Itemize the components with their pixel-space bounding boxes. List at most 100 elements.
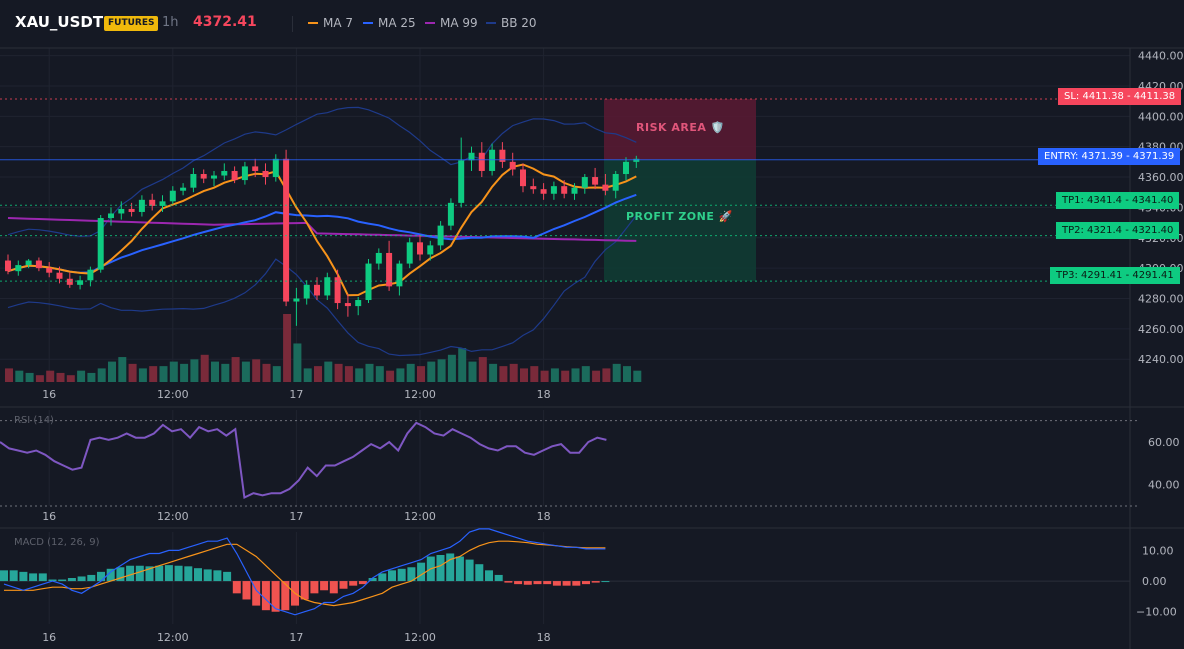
candle-body bbox=[118, 208, 125, 214]
volume-bar bbox=[46, 370, 55, 382]
time-tick-label: 17 bbox=[289, 388, 303, 401]
macd-histogram-bar bbox=[494, 574, 503, 582]
risk-area-zone bbox=[604, 99, 756, 160]
candle-body bbox=[561, 186, 568, 194]
volume-bar bbox=[344, 366, 353, 382]
indicator-bb20-legend[interactable]: BB 20 bbox=[486, 16, 537, 30]
volume-bar bbox=[478, 357, 487, 382]
volume-bar bbox=[66, 375, 75, 382]
volume-bar bbox=[262, 363, 271, 382]
macd-histogram-bar bbox=[533, 581, 542, 585]
candle-body bbox=[35, 260, 42, 269]
macd-histogram-bar bbox=[436, 555, 445, 582]
volume-bar bbox=[561, 370, 570, 382]
volume-bar bbox=[417, 366, 425, 382]
volume-bar bbox=[489, 363, 498, 382]
tp2-level-badge[interactable]: TP2: 4321.4 - 4321.40 bbox=[1056, 222, 1180, 239]
volume-bar bbox=[35, 375, 44, 382]
volume-bar bbox=[180, 363, 189, 382]
candle-body bbox=[375, 252, 382, 264]
macd-histogram-bar bbox=[281, 581, 290, 611]
candle-body bbox=[396, 263, 403, 287]
ma99-swatch-icon bbox=[425, 21, 435, 24]
candle-body bbox=[355, 300, 362, 307]
rsi-tick-label: 40.00 bbox=[1148, 479, 1180, 492]
candle-body bbox=[602, 184, 609, 191]
ma25-line bbox=[7, 193, 637, 274]
indicator-ma25-legend[interactable]: MA 25 bbox=[363, 16, 416, 30]
candle-body bbox=[211, 175, 217, 179]
entry-label: ENTRY: 4371.39 bbox=[1044, 151, 1123, 162]
macd-histogram-bar bbox=[349, 581, 358, 586]
candle-body bbox=[241, 166, 248, 181]
candle-body bbox=[231, 170, 238, 181]
candle-body bbox=[293, 298, 300, 302]
candle-body bbox=[200, 174, 207, 179]
candle-body bbox=[56, 272, 63, 279]
candle-body bbox=[262, 170, 269, 178]
volume-bar bbox=[468, 361, 477, 382]
time-tick-label: 16 bbox=[42, 510, 56, 523]
volume-bar bbox=[149, 366, 158, 382]
volume-bar bbox=[592, 370, 601, 382]
candle-body bbox=[15, 265, 22, 272]
volume-bar bbox=[386, 370, 395, 382]
volume-bar bbox=[623, 366, 631, 382]
volume-bar bbox=[458, 348, 467, 382]
macd-histogram-bar bbox=[67, 578, 76, 582]
tp3-level-badge[interactable]: TP3: 4291.41 - 4291.41 bbox=[1050, 267, 1180, 284]
volume-bar bbox=[437, 359, 446, 382]
macd-histogram-bar bbox=[504, 581, 513, 583]
candlesticks bbox=[5, 137, 640, 326]
indicator-label: BB 20 bbox=[501, 16, 537, 30]
chart-header: XAU_USDT FUTURES 1h 4372.41 MA 7 MA 25 M… bbox=[0, 0, 1184, 46]
entry-axis-value: 4371.39 bbox=[1132, 151, 1175, 162]
volume-bar bbox=[293, 343, 302, 382]
candle-body bbox=[252, 166, 259, 171]
macd-histogram-bar bbox=[164, 565, 173, 582]
candle-body bbox=[108, 213, 114, 219]
tp3-axis-value: 4291.41 bbox=[1132, 270, 1174, 281]
macd-histogram-bar bbox=[368, 578, 377, 582]
sl-level-badge[interactable]: SL: 4411.38 - 4411.38 bbox=[1058, 88, 1182, 105]
macd-histogram-bar bbox=[261, 581, 270, 611]
entry-level-badge[interactable]: ENTRY: 4371.39 - 4371.39 bbox=[1038, 148, 1181, 165]
time-tick-label: 17 bbox=[289, 510, 303, 523]
tp1-level-badge[interactable]: TP1: 4341.4 - 4341.40 bbox=[1056, 192, 1180, 209]
symbol-name[interactable]: XAU_USDT bbox=[15, 13, 104, 31]
volume-bar bbox=[334, 363, 343, 382]
candle-body bbox=[314, 284, 320, 296]
rsi-line bbox=[0, 421, 607, 499]
bb-swatch-icon bbox=[486, 21, 496, 24]
volume-bar bbox=[396, 368, 405, 382]
candle-body bbox=[468, 152, 475, 161]
candle-body bbox=[406, 242, 413, 264]
indicator-ma7-legend[interactable]: MA 7 bbox=[308, 16, 353, 30]
candle-body bbox=[303, 284, 310, 299]
candle-body bbox=[77, 280, 84, 285]
macd-histogram-bar bbox=[417, 562, 426, 582]
volume-bars bbox=[5, 314, 642, 382]
volume-bar bbox=[108, 361, 116, 382]
volume-bar bbox=[375, 366, 384, 382]
macd-histogram-bar bbox=[407, 567, 416, 582]
volume-bar bbox=[509, 363, 518, 382]
macd-histogram-bar bbox=[378, 573, 387, 582]
market-type-badge: FUTURES bbox=[104, 16, 159, 31]
indicator-ma99-legend[interactable]: MA 99 bbox=[425, 16, 478, 30]
volume-bar bbox=[550, 368, 559, 382]
macd-histogram-bar bbox=[77, 576, 86, 582]
macd-histogram-bar bbox=[514, 581, 523, 585]
macd-histogram-bar bbox=[58, 579, 67, 582]
timeframe-selector[interactable]: 1h bbox=[162, 15, 179, 30]
macd-histogram-bar bbox=[116, 567, 125, 582]
volume-bar bbox=[252, 359, 261, 382]
macd-histogram-bar bbox=[203, 569, 212, 582]
candle-body bbox=[520, 169, 526, 187]
macd-histogram-bar bbox=[232, 581, 241, 594]
volume-bar bbox=[447, 354, 456, 382]
macd-histogram-bar bbox=[465, 559, 474, 582]
macd-tick-label: 10.00 bbox=[1142, 544, 1174, 557]
volume-bar bbox=[5, 368, 13, 382]
